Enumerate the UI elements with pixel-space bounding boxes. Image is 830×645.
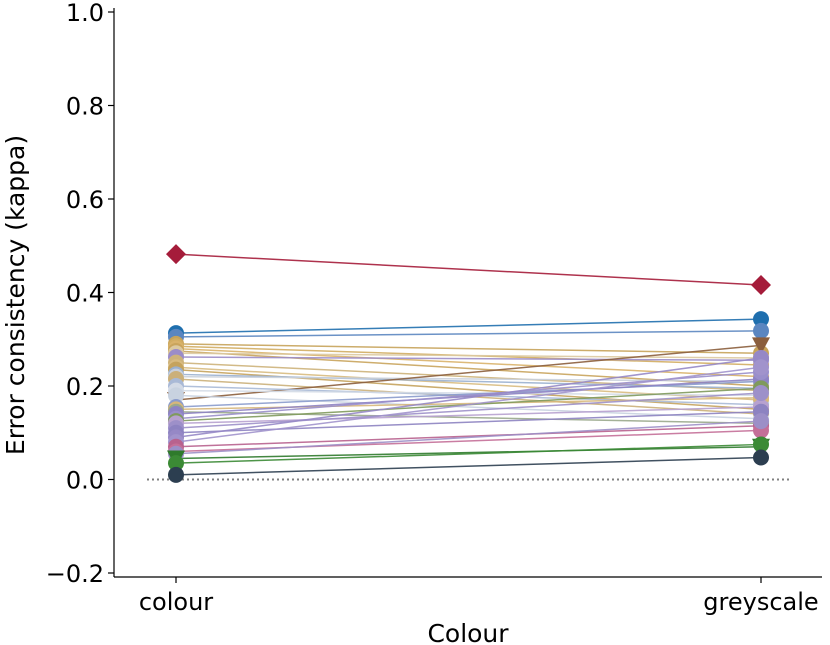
series-line bbox=[175, 420, 762, 455]
x-tick-label: colour bbox=[139, 588, 213, 616]
y-tick-label: 0.0 bbox=[66, 467, 104, 495]
series-line bbox=[175, 389, 762, 397]
data-point bbox=[753, 359, 769, 376]
series-line bbox=[175, 375, 762, 383]
data-point bbox=[753, 413, 769, 430]
x-tick-label: greyscale bbox=[703, 588, 818, 616]
series-line bbox=[175, 352, 762, 359]
series-line bbox=[175, 347, 762, 378]
series-line bbox=[175, 424, 762, 448]
series-line bbox=[175, 330, 762, 338]
data-point bbox=[753, 449, 769, 466]
series-markers bbox=[166, 244, 771, 483]
series-line bbox=[175, 456, 762, 476]
y-axis-label: Error consistency (kappa) bbox=[1, 135, 30, 455]
series-line bbox=[175, 378, 762, 415]
y-tick-label: 0.6 bbox=[66, 186, 104, 214]
data-point bbox=[753, 385, 769, 402]
series-line bbox=[175, 253, 762, 286]
series-line bbox=[175, 410, 762, 425]
data-point bbox=[752, 337, 770, 355]
x-axis-label: Colour bbox=[427, 619, 509, 645]
data-point bbox=[166, 244, 186, 265]
series-line bbox=[175, 356, 762, 362]
series-line bbox=[175, 406, 762, 425]
y-ticks: −0.2 0.0 0.2 0.4 0.6 0.8 1.0 bbox=[46, 0, 114, 588]
data-point bbox=[168, 455, 184, 472]
series-line bbox=[175, 392, 762, 429]
data-point bbox=[753, 436, 769, 453]
data-point bbox=[168, 466, 184, 483]
y-tick-label: 0.2 bbox=[66, 373, 104, 401]
series-line bbox=[175, 366, 762, 443]
data-point bbox=[751, 275, 771, 296]
series-line bbox=[175, 380, 762, 408]
series-line bbox=[175, 318, 762, 334]
y-tick-label: 0.8 bbox=[66, 93, 104, 121]
data-point bbox=[753, 311, 769, 328]
x-ticks: colour greyscale bbox=[139, 577, 819, 616]
series-line bbox=[175, 357, 762, 439]
series-line bbox=[175, 343, 762, 355]
series-lines bbox=[175, 253, 762, 476]
y-tick-label: 1.0 bbox=[66, 0, 104, 27]
series-line bbox=[175, 446, 762, 460]
y-tick-label: −0.2 bbox=[46, 560, 104, 588]
series-line bbox=[175, 396, 762, 411]
series-line bbox=[175, 443, 762, 464]
data-point bbox=[168, 387, 184, 404]
data-point bbox=[753, 322, 769, 339]
y-tick-label: 0.4 bbox=[66, 280, 104, 308]
